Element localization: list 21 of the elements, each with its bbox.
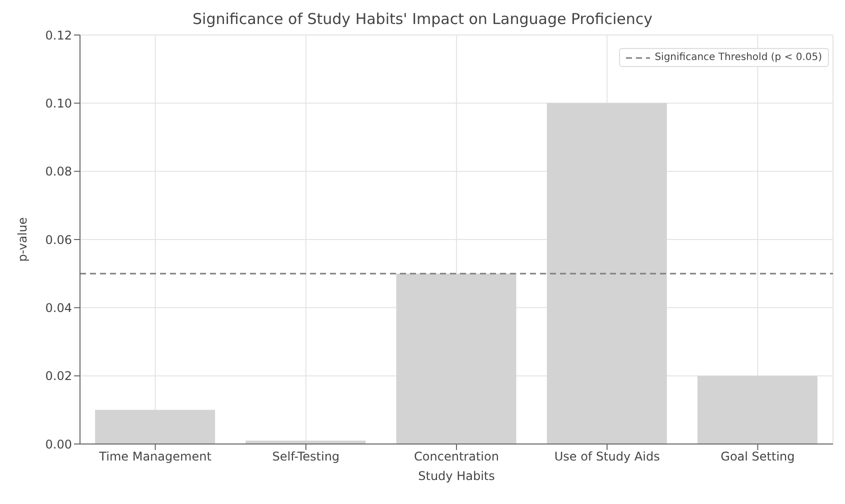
y-axis-title: p-value bbox=[15, 217, 30, 262]
y-tick-label: 0.12 bbox=[45, 28, 72, 42]
chart-title: Significance of Study Habits' Impact on Language Proficiency bbox=[192, 10, 654, 28]
y-tick-label: 0.06 bbox=[45, 232, 72, 247]
x-axis-title: Study Habits bbox=[418, 469, 495, 483]
y-tick-label: 0.02 bbox=[45, 369, 72, 384]
x-tick-label: Goal Setting bbox=[720, 450, 795, 464]
bar bbox=[396, 274, 516, 444]
legend-label: Significance Threshold (p < 0.05) bbox=[654, 52, 822, 63]
x-tick-label: Use of Study Aids bbox=[554, 450, 660, 464]
legend-box: Significance Threshold (p < 0.05) bbox=[618, 48, 829, 67]
x-tick-label: Self-Testing bbox=[272, 450, 340, 464]
bar bbox=[546, 103, 667, 444]
bar bbox=[95, 410, 216, 444]
y-tick-label: 0.08 bbox=[45, 164, 72, 179]
y-tick-label: 0.00 bbox=[45, 437, 72, 452]
y-tick-label: 0.04 bbox=[45, 300, 72, 315]
x-tick-label: Time Management bbox=[98, 450, 212, 464]
x-tick-label: Concentration bbox=[414, 450, 499, 464]
bar bbox=[697, 376, 818, 444]
y-tick-label: 0.10 bbox=[45, 96, 72, 110]
